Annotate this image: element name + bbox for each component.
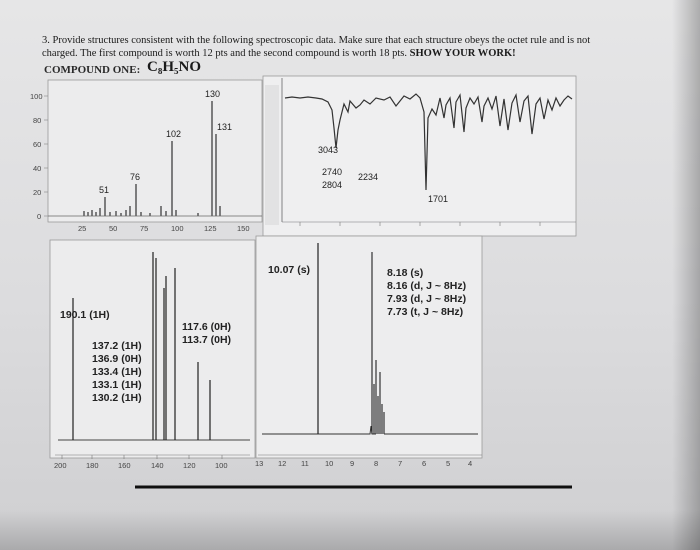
c13-xtick-120: 120: [183, 461, 196, 470]
ms-xtick-50: 50: [109, 224, 117, 233]
h1-label-8-18: 8.18 (s): [387, 267, 423, 279]
c13-peaks: [72, 252, 211, 440]
c13-label-117-6: 117.6 (0H): [182, 321, 231, 333]
molecular-formula: C₈H₅NO: [147, 59, 201, 75]
ms-xtick-100: 100: [171, 224, 184, 233]
ms-xtick-150: 150: [237, 224, 250, 233]
c13-label-136-9: 136.9 (0H): [92, 353, 142, 365]
ir-spectrum: 3043 2740 2804 2234 1701: [262, 75, 577, 237]
ir-label-2234: 2234: [358, 172, 378, 182]
h1-nmr-spectrum: 10.07 (s) 8.18 (s) 8.16 (d, J ~ 8Hz) 7.9…: [255, 235, 483, 468]
h1-xtick-9: 9: [350, 459, 354, 468]
h1-xtick-5: 5: [446, 459, 450, 468]
ir-label-3043: 3043: [318, 145, 338, 155]
ir-label-1701: 1701: [428, 194, 448, 204]
ms-peak-label-102: 102: [166, 129, 181, 139]
ms-peak-label-131: 131: [217, 122, 232, 132]
c13-label-133-4: 133.4 (1H): [92, 366, 142, 378]
h1-xtick-13: 13: [255, 459, 263, 468]
c13-label-113-7: 113.7 (0H): [182, 334, 231, 346]
h1-xtick-8: 8: [374, 459, 378, 468]
ms-peak-label-51: 51: [99, 185, 109, 195]
h1-xtick-4: 4: [468, 459, 472, 468]
ir-trace: [284, 93, 573, 191]
ms-ytick-60: 60: [33, 140, 41, 149]
ms-xtick-125: 125: [204, 224, 217, 233]
question-text-line2: charged. The first compound is worth 12 …: [42, 48, 516, 59]
compound-label: COMPOUND ONE:: [44, 64, 141, 76]
ms-xtick-75: 75: [140, 224, 148, 233]
h1-xtick-12: 12: [278, 459, 286, 468]
h1-frame: [255, 235, 483, 459]
mass-spectrum-y-ticks: [44, 95, 48, 217]
ms-ytick-100: 100: [30, 92, 43, 101]
ir-label-2804: 2804: [322, 180, 342, 190]
page-edge-shadow: [672, 0, 700, 550]
ms-ytick-80: 80: [33, 116, 41, 125]
c13-xtick-100: 100: [215, 461, 228, 470]
ir-scale-strip: [265, 85, 279, 225]
show-work-instruction: SHOW YOUR WORK!: [409, 48, 516, 59]
c13-label-133-1: 133.1 (1H): [92, 379, 142, 391]
ms-xtick-25: 25: [78, 224, 86, 233]
c13-xtick-160: 160: [118, 461, 131, 470]
mass-spectrum-frame: [47, 79, 263, 223]
h1-label-10-07: 10.07 (s): [268, 264, 310, 276]
c13-x-ticks: [55, 454, 250, 459]
ir-label-2740: 2740: [322, 167, 342, 177]
ms-peak-label-76: 76: [130, 172, 140, 182]
page-bottom-shadow: [0, 510, 700, 550]
h1-label-7-73: 7.73 (t, J ~ 8Hz): [387, 306, 463, 318]
ir-x-ticks: [299, 222, 541, 226]
c13-nmr-spectrum: 190.1 (1H) 137.2 (1H) 136.9 (0H) 133.4 (…: [49, 239, 256, 470]
h1-xtick-6: 6: [422, 459, 426, 468]
h1-trace-left: [262, 425, 376, 435]
c13-xtick-200: 200: [54, 461, 67, 470]
h1-aromatic-multiplets: [371, 252, 385, 434]
c13-xtick-140: 140: [151, 461, 164, 470]
mass-spectrum: 100 80 60 40 20 0 25 50 75 100 125 150 1…: [30, 79, 263, 233]
mass-spectrum-peaks: [83, 101, 221, 216]
ms-ytick-0: 0: [37, 212, 41, 221]
c13-label-190-1: 190.1 (1H): [60, 309, 110, 321]
c13-label-137-2: 137.2 (1H): [92, 340, 142, 352]
c13-label-130-2: 130.2 (1H): [92, 392, 142, 404]
h1-xtick-11: 11: [301, 459, 309, 468]
c13-xtick-180: 180: [86, 461, 99, 470]
h1-label-8-16: 8.16 (d, J ~ 8Hz): [387, 280, 466, 292]
ms-ytick-40: 40: [33, 164, 41, 173]
ms-peak-label-130: 130: [205, 89, 220, 99]
question-points-text: charged. The first compound is worth 12 …: [42, 48, 408, 59]
ir-frame: [262, 75, 577, 237]
question-text-line1: 3. Provide structures consistent with th…: [42, 35, 591, 46]
h1-xtick-10: 10: [325, 459, 333, 468]
h1-xtick-7: 7: [398, 459, 402, 468]
h1-label-7-93: 7.93 (d, J ~ 8Hz): [387, 293, 466, 305]
ms-ytick-20: 20: [33, 188, 41, 197]
